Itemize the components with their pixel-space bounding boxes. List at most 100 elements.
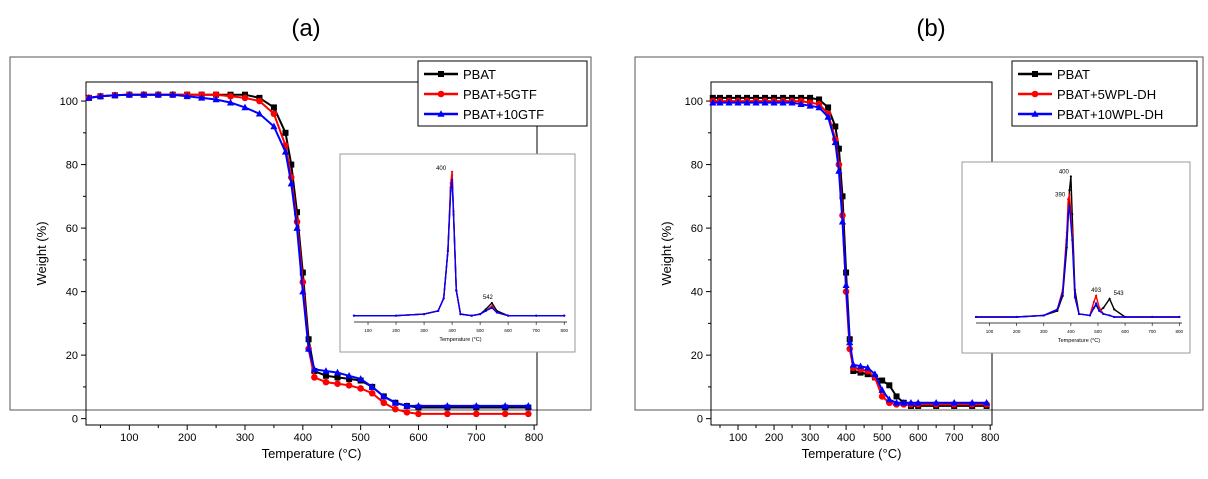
data-point xyxy=(85,94,93,101)
inset-data-point xyxy=(1071,238,1074,242)
inset-data-point xyxy=(1068,205,1071,208)
inset-x-tick-label: 600 xyxy=(504,328,512,333)
data-point xyxy=(334,380,341,388)
y-axis-label: Weight (%) xyxy=(34,221,49,285)
chart-panel-a: (a) 100 200 300 400 500 600 700 800 0 20 40 60 80 100 T… xyxy=(9,15,592,461)
chart-panel-b: (b) 100 200 300 400 500 600 700 800 0 20 40 60 80 100 T… xyxy=(634,15,1204,461)
inset-data-point xyxy=(479,313,482,316)
data-point xyxy=(310,365,318,373)
data-point xyxy=(842,281,850,289)
data-point xyxy=(183,92,191,100)
legend-marker xyxy=(1032,71,1038,77)
data-point xyxy=(357,385,364,392)
data-point xyxy=(472,402,480,409)
data-point xyxy=(368,389,376,397)
inset-data-point xyxy=(1061,291,1064,294)
inset-data-point xyxy=(1108,297,1111,300)
data-point xyxy=(293,224,301,231)
data-point xyxy=(345,371,353,379)
data-point xyxy=(734,98,742,106)
data-point xyxy=(140,90,148,98)
legend-label: PBAT+5WPL-DH xyxy=(1057,87,1156,102)
data-point xyxy=(878,386,886,393)
data-point xyxy=(501,410,509,418)
data-point xyxy=(294,209,301,216)
data-point xyxy=(525,410,532,418)
data-point xyxy=(849,360,857,368)
inset-annotation: 390 xyxy=(1055,193,1066,199)
y-tick-label: 0 xyxy=(72,414,78,426)
data-point xyxy=(444,410,451,418)
inset-frame xyxy=(961,161,1191,354)
data-point xyxy=(169,90,177,98)
data-point xyxy=(824,113,832,120)
data-point xyxy=(111,91,119,99)
data-point xyxy=(415,410,422,418)
inset-x-tick-label: 600 xyxy=(1121,329,1129,334)
data-point xyxy=(871,370,879,377)
data-point xyxy=(761,98,769,106)
inset-chart: 100 200 300 400 500 600 700 800 Temperature (°C)… xyxy=(961,161,1191,354)
legend-label: PBAT xyxy=(1057,67,1090,82)
data-point xyxy=(831,138,839,146)
inset-x-tick-label: 100 xyxy=(364,328,372,333)
data-point xyxy=(414,402,423,409)
data-point xyxy=(392,405,399,413)
data-point xyxy=(770,98,778,106)
inset-data-point xyxy=(450,170,454,173)
inset-data-point xyxy=(507,314,510,317)
data-point xyxy=(305,344,313,352)
data-point xyxy=(125,90,133,98)
inset-data-point xyxy=(974,315,978,319)
inset-x-tick-label: 400 xyxy=(1067,329,1075,334)
y-tick-label: 80 xyxy=(66,160,78,172)
data-point xyxy=(154,90,162,98)
inset-x-tick-label: 200 xyxy=(392,328,400,333)
data-point xyxy=(270,110,278,118)
legend-marker xyxy=(438,71,444,77)
inset-data-point xyxy=(563,314,566,317)
inset-data-point xyxy=(1073,296,1077,299)
x-tick-label: 500 xyxy=(351,432,369,444)
data-point xyxy=(198,94,206,101)
y-axis-label: Weight (%) xyxy=(659,221,674,285)
y-tick-label: 20 xyxy=(691,350,703,362)
inset-data-point xyxy=(1069,175,1072,178)
legend-marker xyxy=(1031,90,1039,98)
data-point xyxy=(856,362,865,370)
x-tick-label: 700 xyxy=(945,432,963,444)
inset-data-point xyxy=(490,306,493,309)
x-tick-label: 200 xyxy=(178,432,196,444)
data-point xyxy=(743,98,751,106)
data-point xyxy=(797,100,805,108)
data-point xyxy=(886,382,893,389)
data-point xyxy=(779,98,787,106)
x-tick-label: 800 xyxy=(525,432,543,444)
data-point xyxy=(832,123,839,130)
data-point xyxy=(835,145,842,152)
inset-data-point xyxy=(1056,308,1059,311)
data-point xyxy=(212,91,220,99)
data-point xyxy=(838,217,847,225)
inset-data-point xyxy=(394,314,398,317)
data-point xyxy=(932,398,940,406)
data-point xyxy=(270,122,278,130)
data-point xyxy=(380,399,388,407)
inset-annotation: 400 xyxy=(1059,170,1070,176)
inset-x-tick-label: 100 xyxy=(986,329,994,334)
x-tick-label: 600 xyxy=(909,432,927,444)
legend-label: PBAT+10WPL-DH xyxy=(1057,107,1163,122)
data-point xyxy=(256,97,263,105)
inset-frame xyxy=(339,153,576,353)
inset-data-point xyxy=(495,311,499,314)
data-point xyxy=(226,98,235,106)
inset-x-tick-label: 300 xyxy=(420,328,428,333)
inset-data-point xyxy=(470,314,473,317)
x-tick-label: 600 xyxy=(409,432,427,444)
x-tick-label: 800 xyxy=(981,432,999,444)
legend-label: PBAT xyxy=(463,67,496,82)
data-point xyxy=(282,129,289,136)
data-point xyxy=(907,398,915,406)
inset-data-point xyxy=(535,314,538,317)
inset-x-tick-label: 200 xyxy=(1013,329,1021,334)
